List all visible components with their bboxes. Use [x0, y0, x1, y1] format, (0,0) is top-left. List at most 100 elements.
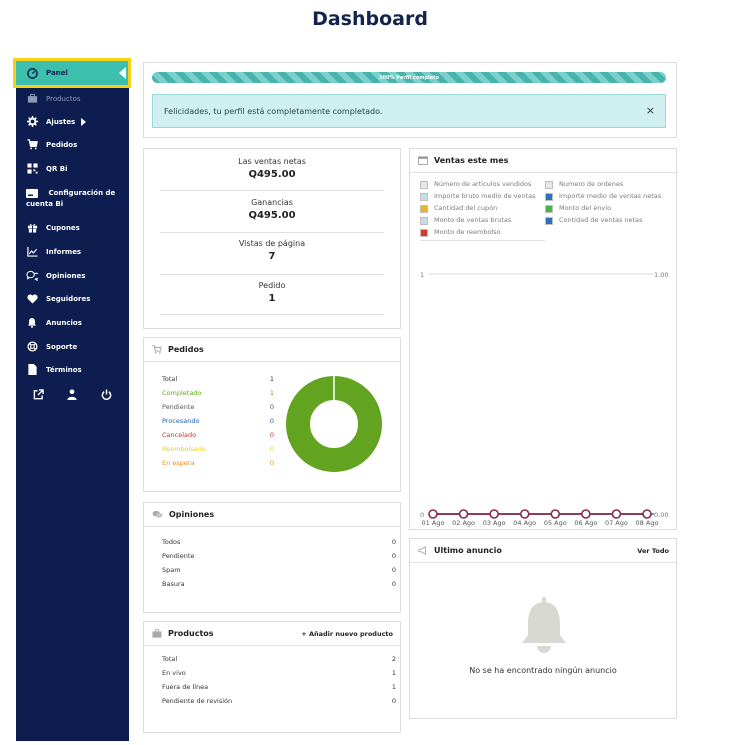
sidebar-item-seguidores[interactable]: Seguidores — [16, 287, 129, 310]
sidebar-item-opiniones[interactable]: Opiniones — [16, 264, 129, 287]
review-label: Todos — [162, 538, 181, 546]
reviews-card: Opiniones Todos 0 Pendiente 0 Spam 0 Basura… — [143, 502, 401, 613]
sidebar-item-anuncios[interactable]: Anuncios — [16, 311, 129, 334]
status-count: 0 — [269, 445, 274, 453]
sidebar: Panel Productos Ajustes Pedidos QR Bi Co… — [13, 58, 131, 741]
review-row[interactable]: Pendiente 0 — [162, 549, 396, 563]
profile-progress-bar: 100% Perfil completo — [152, 72, 666, 83]
legend-item[interactable]: Contidad de ventas netas — [545, 216, 674, 225]
card-header: Opiniones — [144, 503, 400, 527]
sidebar-item-label: Informes — [46, 247, 82, 256]
data-point — [581, 509, 591, 519]
stat-value: Q495.00 — [248, 169, 296, 180]
sidebar-item-cupones[interactable]: Cupones — [16, 216, 129, 239]
stat-label: Vistas de página — [238, 239, 306, 248]
data-point — [550, 509, 561, 519]
add-product-link[interactable]: + Añadir nuevo producto — [301, 629, 393, 638]
data-point — [519, 509, 530, 519]
product-row[interactable]: Fuera de línea 1 — [162, 680, 396, 694]
status-count: 0 — [269, 459, 274, 467]
sidebar-item-panel[interactable]: Panel — [13, 58, 131, 88]
status-label: Reembolsado — [162, 445, 206, 453]
review-row[interactable]: Spam 0 — [162, 563, 396, 577]
lifebuoy-icon — [26, 341, 38, 353]
product-row[interactable]: Pendiente de revisión 0 — [162, 694, 396, 708]
stat-value: Q495.00 — [248, 210, 296, 221]
gift-icon — [26, 222, 38, 234]
active-caret — [119, 67, 126, 79]
sidebar-item-soporte[interactable]: Soporte — [16, 335, 129, 358]
sidebar-item-label: Seguidores — [46, 294, 91, 303]
stat-value: 1 — [268, 293, 276, 304]
product-count: 1 — [391, 683, 396, 691]
sidebar-item-label: Productos — [46, 94, 81, 103]
data-point — [458, 509, 469, 519]
monthly-sales-card: Ventas este mes Número de artículos vend… — [409, 148, 677, 530]
external-link-icon[interactable] — [32, 387, 46, 401]
order-status-row[interactable]: En espera 0 — [162, 456, 274, 470]
page-title: Dashboard — [312, 8, 428, 30]
announcement-card: Ultimo anuncio Ver Todo No se ha encontr… — [409, 538, 677, 719]
order-status-row[interactable]: Reembolsado 0 — [162, 442, 274, 456]
order-status-row[interactable]: Total 1 — [162, 372, 274, 386]
status-label: En espera — [162, 459, 195, 467]
review-count: 0 — [391, 566, 396, 574]
sidebar-item-ajustes[interactable]: Ajustes — [16, 110, 129, 133]
sidebar-item-informes[interactable]: Informes — [16, 240, 129, 263]
data-point — [611, 509, 622, 519]
legend-item[interactable]: Monto del envío — [545, 204, 674, 213]
stat-label: Pedido — [258, 281, 286, 290]
comments-icon — [152, 510, 163, 519]
sidebar-item-productos[interactable]: Productos — [16, 87, 129, 110]
order-status-row[interactable]: Cancelado 0 — [162, 428, 274, 442]
sidebar-item-label: Panel — [46, 69, 68, 77]
card-header: Ventas este mes — [410, 149, 676, 173]
legend-label: Monto del envío — [559, 204, 612, 212]
user-icon[interactable] — [65, 387, 79, 401]
view-all-link[interactable]: Ver Todo — [637, 546, 669, 555]
review-row[interactable]: Todos 0 — [162, 535, 396, 549]
sidebar-item-label: Ajustes — [46, 117, 76, 126]
legend-item[interactable]: Cantidad del cupón — [420, 204, 545, 213]
legend-label: Contidad de ventas netas — [559, 216, 643, 224]
empty-announcement-text: No se ha encontrado ningún anuncio — [469, 666, 617, 675]
sidebar-item-label: Pedidos — [46, 140, 78, 149]
bell-icon — [518, 597, 570, 657]
legend-item[interactable]: Monto de reembolso — [420, 228, 545, 241]
legend-swatch — [420, 180, 428, 189]
cart-icon — [152, 345, 162, 354]
sidebar-item-label: Configuración de cuenta Bi — [26, 189, 116, 208]
legend-item[interactable]: Importe medio de ventas netas — [545, 192, 674, 201]
product-row[interactable]: En vivo 1 — [162, 666, 396, 680]
stat-earnings: Ganancias Q495.00 — [160, 198, 384, 233]
alert-close-button[interactable]: × — [645, 104, 655, 117]
review-label: Basura — [162, 580, 185, 588]
review-row[interactable]: Basura 0 — [162, 577, 396, 591]
product-label: Total — [162, 655, 178, 663]
review-count: 0 — [391, 552, 396, 560]
sidebar-item-configuracion[interactable]: Configuración de cuenta Bi — [16, 185, 129, 213]
order-status-row[interactable]: Pendiente 0 — [162, 400, 274, 414]
order-status-row[interactable]: Completado 1 — [162, 386, 274, 400]
products-list: Total 2 En vivo 1 Fuera de línea 1 Pendient… — [162, 652, 396, 708]
legend-item[interactable]: Numero de ordenes — [545, 180, 674, 189]
sidebar-item-pedidos[interactable]: Pedidos — [16, 133, 129, 156]
status-count: 0 — [269, 403, 274, 411]
review-count: 0 — [391, 580, 396, 588]
sidebar-item-qr[interactable]: QR Bi — [16, 157, 129, 180]
legend-item[interactable]: Monto de ventas brutas — [420, 216, 545, 225]
card-title: Ventas este mes — [434, 156, 509, 165]
heart-icon — [26, 293, 38, 305]
order-status-row[interactable]: Procesando 0 — [162, 414, 274, 428]
alert-text: Felicidades, tu perfil está completament… — [164, 106, 383, 116]
card-title: Pedidos — [168, 345, 204, 354]
legend-label: Número de artículos vendidos — [434, 180, 532, 188]
bell-icon — [26, 317, 38, 329]
legend-item[interactable]: Número de artículos vendidos — [420, 180, 545, 189]
legend-item[interactable]: Importe bruto medio de ventas — [420, 192, 545, 201]
sidebar-item-terminos[interactable]: Términos — [16, 358, 129, 381]
y-tick-left: 1 — [420, 271, 424, 279]
product-row[interactable]: Total 2 — [162, 652, 396, 666]
x-tick-label: 01 Ago — [422, 519, 445, 527]
power-icon[interactable] — [99, 387, 113, 401]
